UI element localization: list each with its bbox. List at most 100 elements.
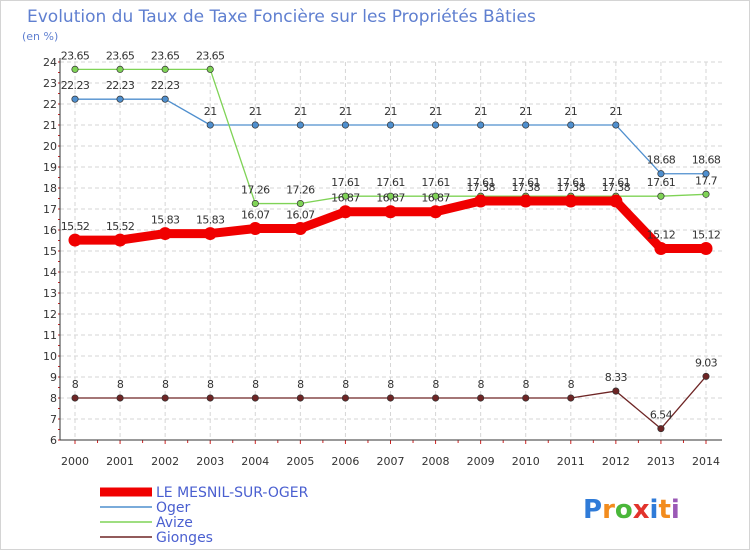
y-tick-label: 20 xyxy=(43,140,57,153)
y-tick-label: 10 xyxy=(43,350,57,363)
data-label-oger: 21 xyxy=(519,105,532,118)
data-point-avize xyxy=(116,65,124,73)
data-label-oger: 22.23 xyxy=(61,79,90,92)
data-point-gionges xyxy=(386,394,395,402)
data-point-gionges xyxy=(206,394,214,402)
data-label-oger: 22.23 xyxy=(151,79,180,92)
data-point-avize xyxy=(161,65,169,73)
data-point-le-mesnil-sur-oger xyxy=(384,205,397,219)
data-point-le-mesnil-sur-oger xyxy=(654,241,668,255)
data-label-avize: 17.7 xyxy=(695,174,718,187)
y-tick-label: 18 xyxy=(43,182,57,195)
data-point-oger xyxy=(206,121,214,129)
y-tick-label: 23 xyxy=(43,77,57,90)
y-tick-label: 16 xyxy=(43,224,57,237)
data-label-le-mesnil-sur-oger: 15.12 xyxy=(647,228,676,241)
data-label-oger: 21 xyxy=(249,105,262,118)
series-lines xyxy=(68,65,713,433)
data-point-avize xyxy=(386,192,395,200)
logo-letter: r xyxy=(602,495,615,525)
data-label-gionges: 8 xyxy=(207,378,214,391)
data-label-avize: 17.61 xyxy=(376,176,405,189)
data-label-gionges: 8 xyxy=(523,378,530,391)
data-label-oger: 21 xyxy=(609,105,622,118)
y-axis-unit-label: (en %) xyxy=(22,30,58,43)
data-point-oger xyxy=(522,121,530,129)
data-point-gionges xyxy=(71,394,79,402)
data-label-avize: 17.61 xyxy=(602,176,631,189)
data-label-avize: 23.65 xyxy=(61,49,90,62)
x-tick-label: 2013 xyxy=(647,455,675,468)
x-tick-label: 2002 xyxy=(151,455,179,468)
data-label-le-mesnil-sur-oger: 15.52 xyxy=(61,220,90,233)
x-tick-label: 2011 xyxy=(557,455,585,468)
data-point-gionges xyxy=(296,394,304,402)
data-point-le-mesnil-sur-oger xyxy=(609,194,623,208)
x-tick-label: 2005 xyxy=(286,455,314,468)
y-tick-label: 14 xyxy=(43,266,57,279)
logo-letter: i xyxy=(671,495,680,525)
data-label-avize: 23.65 xyxy=(151,49,180,62)
data-label-avize: 23.65 xyxy=(196,49,225,62)
data-point-oger xyxy=(161,95,169,103)
data-point-avize xyxy=(341,192,349,200)
data-point-le-mesnil-sur-oger xyxy=(519,194,533,208)
y-tick-label: 24 xyxy=(43,56,57,69)
x-tick-label: 2007 xyxy=(377,455,405,468)
data-label-le-mesnil-sur-oger: 15.83 xyxy=(151,214,180,227)
data-point-oger xyxy=(567,121,575,129)
data-point-gionges xyxy=(522,394,530,402)
data-point-oger xyxy=(386,121,395,129)
data-point-avize xyxy=(432,192,440,200)
data-label-gionges: 8 xyxy=(162,378,169,391)
data-point-oger xyxy=(657,170,665,178)
data-point-avize xyxy=(71,65,79,73)
data-label-oger: 21 xyxy=(204,105,217,118)
logo-letter: i xyxy=(650,495,659,525)
data-label-avize: 17.61 xyxy=(466,176,495,189)
data-label-gionges: 6.54 xyxy=(650,409,673,422)
x-tick-label: 2008 xyxy=(422,455,450,468)
y-tick-label: 11 xyxy=(43,329,57,342)
x-tick-label: 2014 xyxy=(692,455,720,468)
data-label-gionges: 8 xyxy=(568,378,575,391)
data-label-gionges: 8 xyxy=(117,378,124,391)
data-point-oger xyxy=(341,121,349,129)
y-tick-label: 7 xyxy=(50,413,57,426)
data-label-le-mesnil-sur-oger: 16.87 xyxy=(376,192,405,205)
data-point-gionges xyxy=(702,372,710,380)
data-label-gionges: 8 xyxy=(477,378,484,391)
y-tick-label: 12 xyxy=(43,308,57,321)
logo-letter: x xyxy=(633,495,650,525)
data-label-oger: 22.23 xyxy=(106,79,135,92)
data-point-oger xyxy=(612,121,620,129)
data-point-gionges xyxy=(116,394,124,402)
data-label-le-mesnil-sur-oger: 16.87 xyxy=(331,192,360,205)
data-label-le-mesnil-sur-oger: 17.38 xyxy=(602,181,631,194)
y-tick-label: 9 xyxy=(50,371,57,384)
y-tick-label: 15 xyxy=(43,245,57,258)
logo-letter: o xyxy=(615,495,633,525)
data-label-le-mesnil-sur-oger: 16.07 xyxy=(241,209,270,222)
data-point-oger xyxy=(296,121,304,129)
x-tick-label: 2006 xyxy=(331,455,359,468)
y-tick-label: 21 xyxy=(43,119,57,132)
y-tick-label: 22 xyxy=(43,98,57,111)
data-label-gionges: 8 xyxy=(252,378,259,391)
data-point-le-mesnil-sur-oger xyxy=(338,205,352,219)
data-point-le-mesnil-sur-oger xyxy=(474,194,488,208)
data-label-gionges: 8 xyxy=(342,378,349,391)
y-tick-label: 19 xyxy=(43,161,57,174)
data-point-le-mesnil-sur-oger xyxy=(203,227,217,241)
data-point-avize xyxy=(657,192,665,200)
data-point-gionges xyxy=(657,425,665,433)
data-label-avize: 17.61 xyxy=(331,176,360,189)
data-point-gionges xyxy=(341,394,349,402)
data-label-gionges: 8.33 xyxy=(605,371,628,384)
proxiti-logo: Proxiti xyxy=(583,495,680,525)
data-point-le-mesnil-sur-oger xyxy=(158,227,172,241)
data-point-gionges xyxy=(567,394,575,402)
y-tick-label: 17 xyxy=(43,203,57,216)
